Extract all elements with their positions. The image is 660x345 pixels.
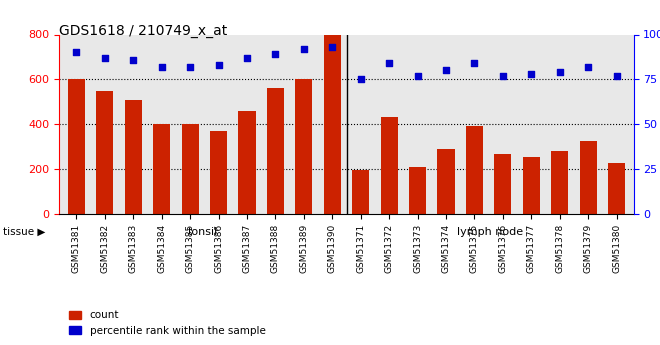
Point	[611, 73, 622, 79]
Point	[469, 60, 480, 66]
Point	[128, 57, 139, 62]
Bar	[523, 157, 540, 214]
Bar	[96, 90, 114, 214]
Bar	[210, 131, 227, 214]
Point	[156, 64, 167, 70]
Bar	[438, 149, 455, 214]
Bar	[295, 79, 312, 214]
Text: tissue ▶: tissue ▶	[3, 227, 46, 237]
Point	[71, 50, 82, 55]
Point	[526, 71, 537, 77]
Text: tonsil: tonsil	[188, 227, 218, 237]
Bar	[381, 117, 398, 214]
Text: lymph node: lymph node	[457, 227, 523, 237]
Bar	[182, 124, 199, 214]
Bar	[324, 34, 341, 214]
Legend: count, percentile rank within the sample: count, percentile rank within the sample	[65, 306, 270, 340]
Point	[242, 55, 252, 61]
Point	[100, 55, 110, 61]
Point	[185, 64, 195, 70]
Bar	[494, 155, 512, 214]
Bar	[125, 99, 142, 214]
Bar	[352, 170, 369, 214]
Point	[554, 69, 565, 75]
Point	[270, 51, 280, 57]
Point	[583, 64, 593, 70]
Bar	[466, 126, 483, 214]
Bar	[238, 111, 255, 214]
Bar	[579, 141, 597, 214]
Point	[356, 77, 366, 82]
Bar	[608, 164, 625, 214]
Point	[412, 73, 423, 79]
Point	[384, 60, 395, 66]
Bar	[68, 79, 85, 214]
Point	[498, 73, 508, 79]
Bar	[267, 88, 284, 214]
Point	[327, 44, 337, 50]
Bar	[153, 124, 170, 214]
Text: GDS1618 / 210749_x_at: GDS1618 / 210749_x_at	[59, 24, 228, 38]
Point	[213, 62, 224, 68]
Point	[441, 68, 451, 73]
Bar	[551, 151, 568, 214]
Point	[298, 46, 309, 52]
Bar	[409, 167, 426, 214]
